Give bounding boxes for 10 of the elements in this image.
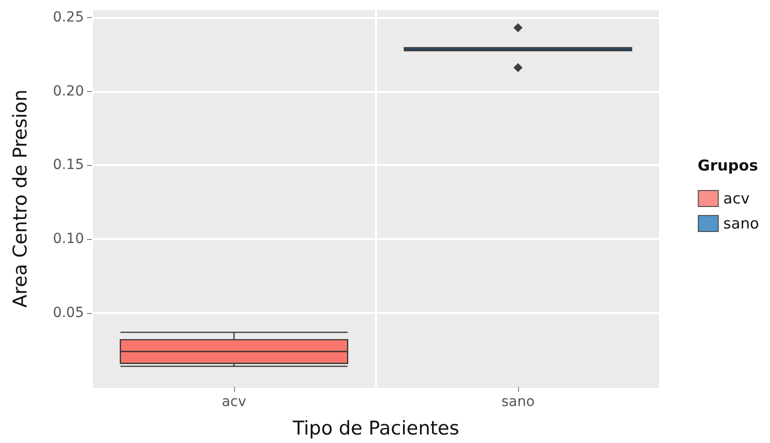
legend-label: acv: [723, 190, 750, 208]
y-axis-title: Area Centro de Presion: [10, 89, 32, 308]
y-tick-label: 0.10: [52, 231, 84, 248]
y-tick-label: 0.05: [52, 305, 84, 322]
legend-title: Grupos: [698, 156, 758, 174]
x-axis-title: Tipo de Pacientes: [292, 418, 460, 440]
legend-label: sano: [723, 214, 760, 232]
y-tick-label: 0.15: [52, 157, 84, 174]
y-tick-label: 0.20: [52, 83, 84, 100]
y-tick-label: 0.25: [52, 9, 84, 26]
